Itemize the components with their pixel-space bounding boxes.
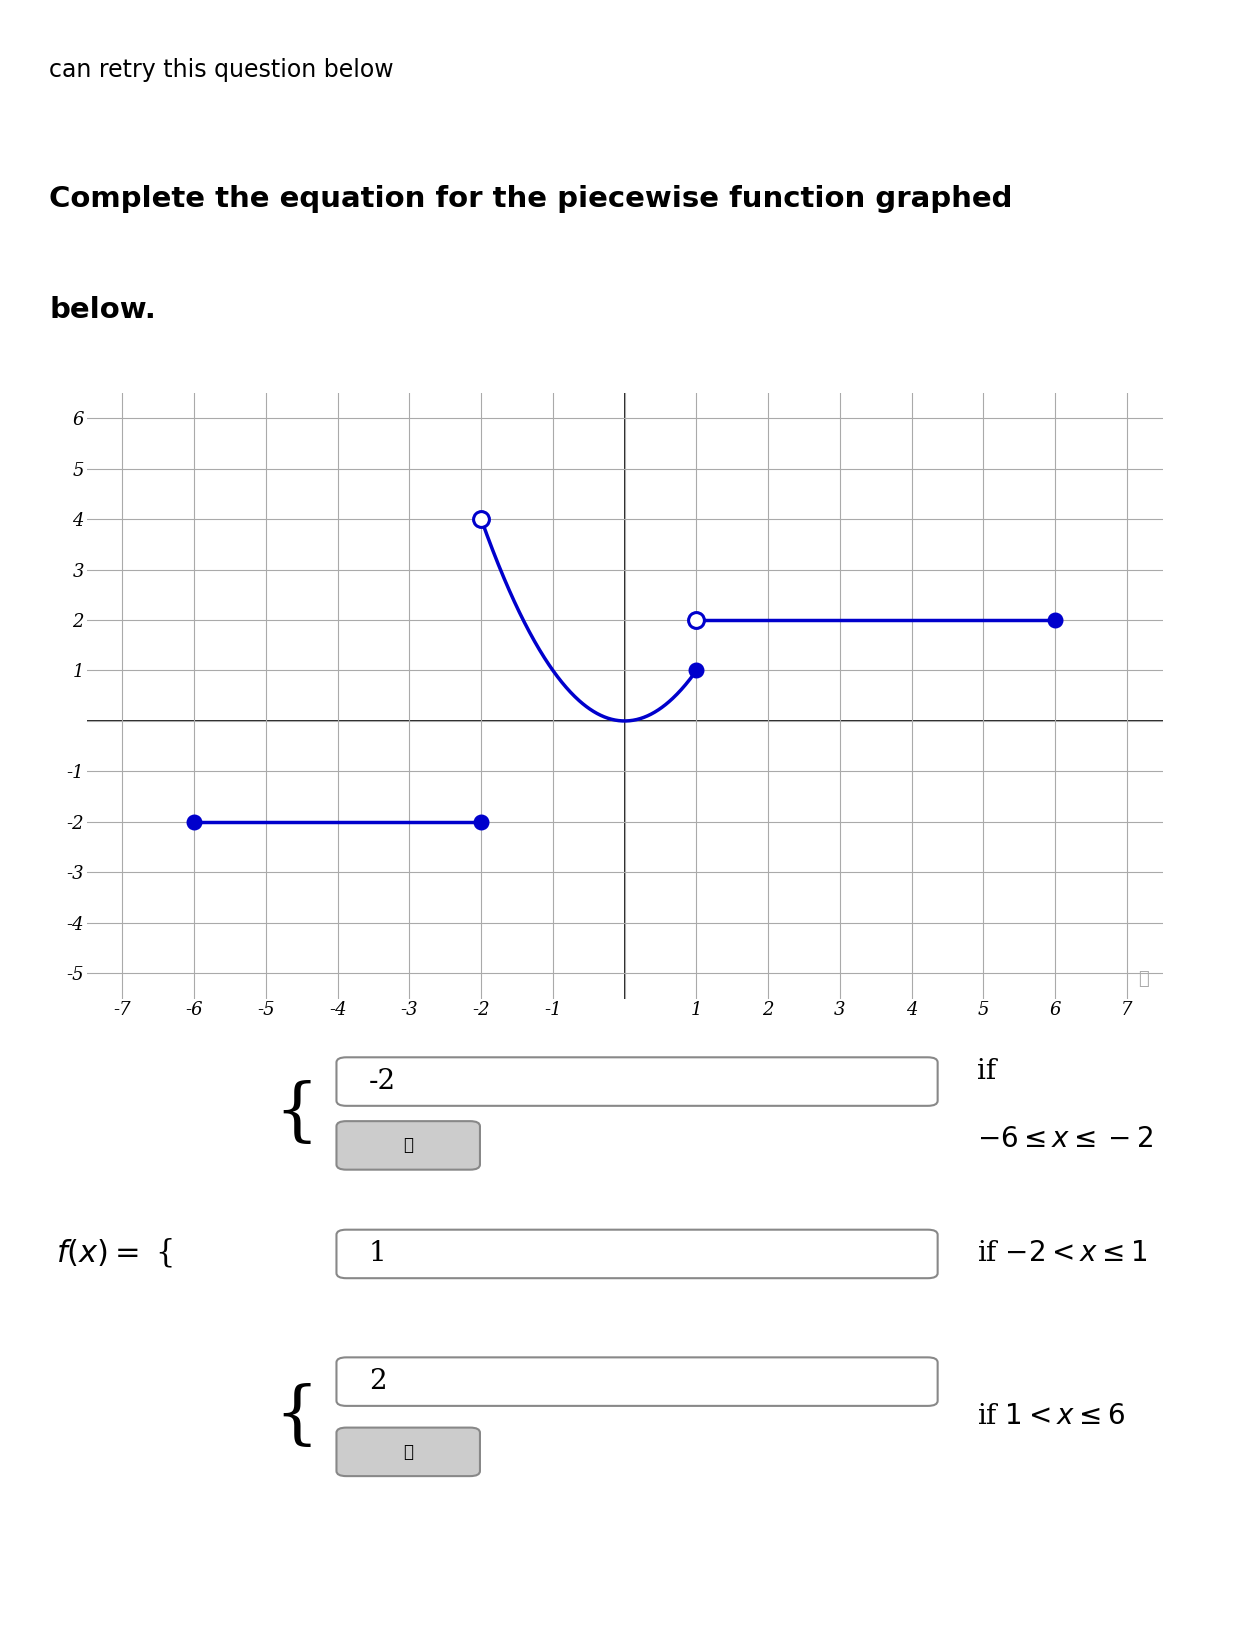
Text: Complete the equation for the piecewise function graphed: Complete the equation for the piecewise … — [49, 185, 1013, 213]
Point — [1045, 607, 1065, 634]
Text: {: { — [275, 1383, 319, 1450]
FancyBboxPatch shape — [336, 1427, 480, 1477]
Text: if $1 < x \leq 6$: if $1 < x \leq 6$ — [977, 1403, 1126, 1431]
Text: -2: -2 — [369, 1067, 396, 1095]
FancyBboxPatch shape — [336, 1058, 938, 1107]
Point — [184, 809, 204, 835]
Point — [687, 658, 706, 684]
Text: below.: below. — [49, 296, 156, 324]
Text: $f(x) = $ {: $f(x) = $ { — [56, 1238, 173, 1270]
Text: $-6 \leq x \leq -2$: $-6 \leq x \leq -2$ — [977, 1126, 1154, 1152]
Text: 🔑: 🔑 — [403, 1442, 413, 1460]
Text: 2: 2 — [369, 1369, 386, 1395]
Point — [471, 809, 491, 835]
FancyBboxPatch shape — [336, 1121, 480, 1170]
Text: 1: 1 — [369, 1241, 386, 1267]
Text: {: { — [275, 1080, 319, 1146]
Point — [471, 506, 491, 532]
Point — [687, 607, 706, 634]
FancyBboxPatch shape — [336, 1229, 938, 1278]
Text: can retry this question below: can retry this question below — [49, 57, 395, 82]
Text: if: if — [977, 1059, 997, 1085]
FancyBboxPatch shape — [336, 1357, 938, 1406]
Text: 🔍: 🔍 — [1138, 971, 1148, 989]
Text: if $-2 < x \leq 1$: if $-2 < x \leq 1$ — [977, 1241, 1148, 1267]
Text: 🔑: 🔑 — [403, 1136, 413, 1154]
